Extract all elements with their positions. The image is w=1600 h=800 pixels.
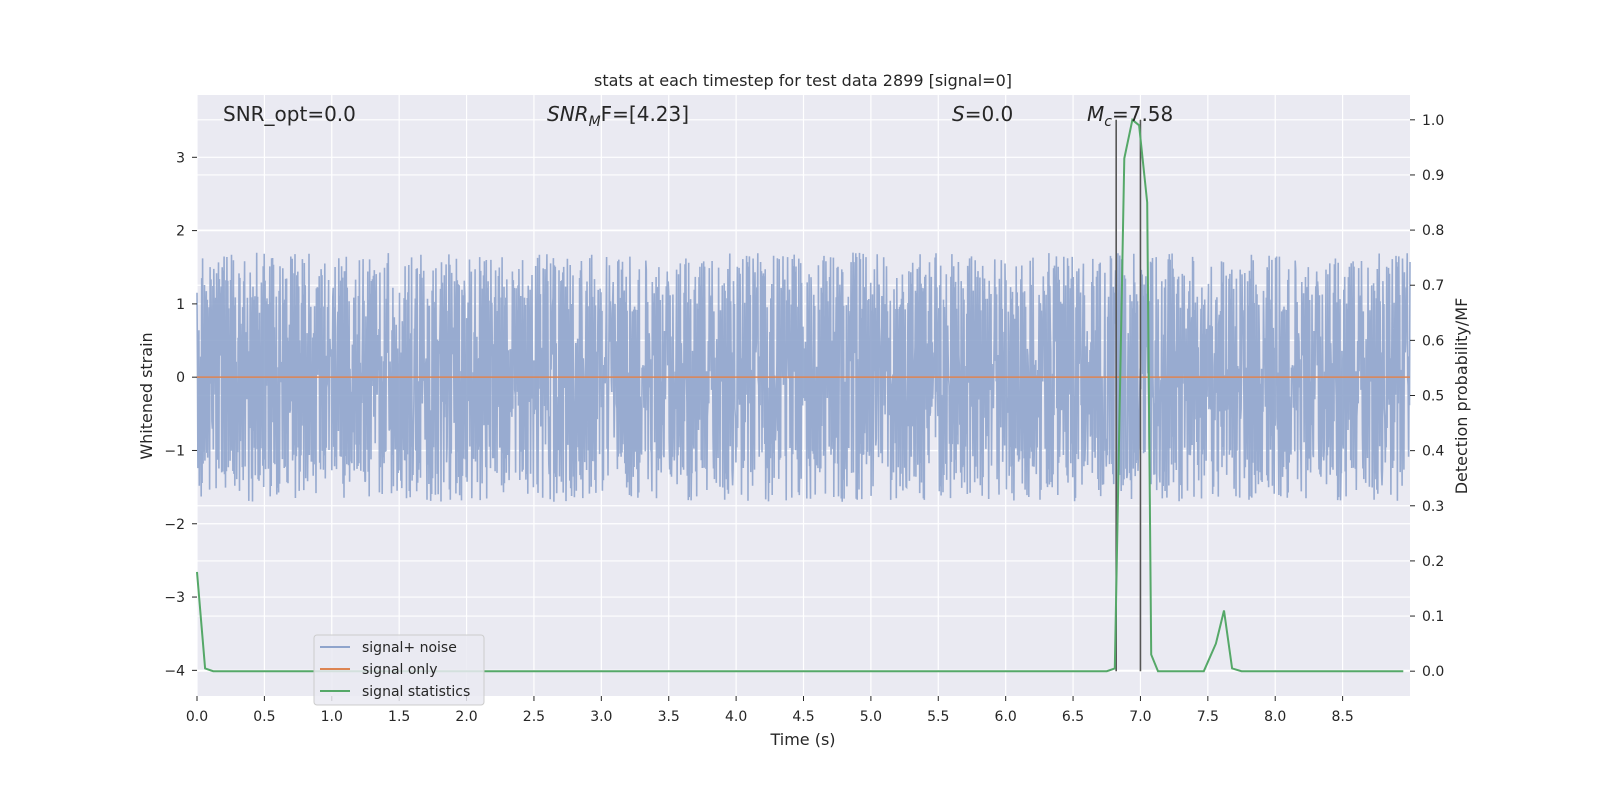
legend-label-signal-only: signal only bbox=[362, 662, 437, 678]
y-axis-label-left: Whitened strain bbox=[137, 332, 156, 459]
y-right-tick-label: 0.7 bbox=[1422, 278, 1444, 294]
y-right-tick-label: 0.3 bbox=[1422, 499, 1444, 515]
y-left-tick-label: 2 bbox=[176, 224, 185, 240]
mc-rest: =7.58 bbox=[1112, 102, 1173, 126]
x-tick-label: 4.0 bbox=[725, 709, 747, 725]
y-left-tick-label: −4 bbox=[164, 663, 185, 679]
y-left-tick-label: 0 bbox=[176, 370, 185, 386]
annotation-snr-opt: SNR_opt=0.0 bbox=[223, 102, 356, 126]
y-right-tick-label: 0.4 bbox=[1422, 444, 1444, 460]
snr-mf-sub: M bbox=[589, 114, 601, 130]
y-axis-right: 1.0 0.9 0.8 0.7 0.6 0.5 0.4 0.3 0.2 0.1 0.0 bbox=[1410, 113, 1444, 680]
mc-sub: c bbox=[1104, 114, 1112, 130]
y-right-tick-label: 0.0 bbox=[1422, 664, 1444, 680]
y-right-tick-label: 0.8 bbox=[1422, 223, 1444, 239]
y-right-tick-label: 0.1 bbox=[1422, 609, 1444, 625]
y-right-tick-label: 0.6 bbox=[1422, 333, 1444, 349]
x-tick-label: 6.0 bbox=[995, 709, 1017, 725]
y-left-tick-label: −3 bbox=[164, 590, 185, 606]
noise-series bbox=[196, 252, 1411, 502]
x-tick-label: 0.0 bbox=[186, 709, 208, 725]
x-axis-label: Time (s) bbox=[769, 730, 835, 749]
mc-symbol: M bbox=[1087, 102, 1104, 126]
x-tick-label: 3.5 bbox=[658, 709, 680, 725]
x-tick-label: 0.5 bbox=[253, 709, 275, 725]
y-right-tick-label: 0.9 bbox=[1422, 168, 1444, 184]
x-tick-label: 4.5 bbox=[792, 709, 814, 725]
x-tick-label: 3.0 bbox=[590, 709, 612, 725]
x-tick-label: 2.0 bbox=[455, 709, 477, 725]
y-axis-label-right: Detection probability/MF bbox=[1452, 298, 1471, 495]
y-left-tick-label: 1 bbox=[176, 297, 185, 313]
x-axis: 0.0 0.5 1.0 1.5 2.0 2.5 3.0 3.5 4.0 4.5 5.0 5.5 6.0 6… bbox=[186, 696, 1354, 725]
y-right-tick-label: 1.0 bbox=[1422, 113, 1444, 129]
legend-box bbox=[313, 634, 485, 706]
snr-mf-base: SNR bbox=[547, 102, 589, 126]
annotation-snr-mf: SNRMF=[4.23] bbox=[547, 102, 689, 130]
y-right-tick-label: 0.2 bbox=[1422, 554, 1444, 570]
snr-mf-rest: F=[4.23] bbox=[601, 102, 689, 126]
y-right-tick-label: 0.5 bbox=[1422, 389, 1444, 405]
x-tick-label: 1.5 bbox=[388, 709, 410, 725]
x-tick-label: 1.0 bbox=[321, 709, 343, 725]
y-left-tick-label: −1 bbox=[164, 443, 185, 459]
x-tick-label: 5.5 bbox=[927, 709, 949, 725]
x-tick-label: 5.0 bbox=[860, 709, 882, 725]
x-tick-label: 6.5 bbox=[1062, 709, 1084, 725]
legend-label-statistics: signal statistics bbox=[362, 684, 470, 700]
annotation-s: S=0.0 bbox=[952, 102, 1013, 126]
chart-title: stats at each timestep for test data 289… bbox=[594, 71, 1012, 90]
x-tick-label: 7.5 bbox=[1197, 709, 1219, 725]
y-axis-left: 3 2 1 0 −1 −2 −3 −4 bbox=[164, 150, 197, 679]
annotation-mc: Mc=7.58 bbox=[1087, 102, 1173, 130]
x-tick-label: 8.5 bbox=[1331, 709, 1353, 725]
legend: signal+ noise signal only signal statist… bbox=[313, 634, 485, 706]
x-tick-label: 7.0 bbox=[1129, 709, 1151, 725]
x-tick-label: 8.0 bbox=[1264, 709, 1286, 725]
y-left-tick-label: 3 bbox=[176, 150, 185, 166]
s-rest: =0.0 bbox=[965, 102, 1014, 126]
noise-trace bbox=[196, 252, 1411, 502]
x-tick-label: 2.5 bbox=[523, 709, 545, 725]
y-left-tick-label: −2 bbox=[164, 517, 185, 533]
legend-label-noise: signal+ noise bbox=[362, 640, 457, 656]
s-symbol: S bbox=[952, 102, 965, 126]
